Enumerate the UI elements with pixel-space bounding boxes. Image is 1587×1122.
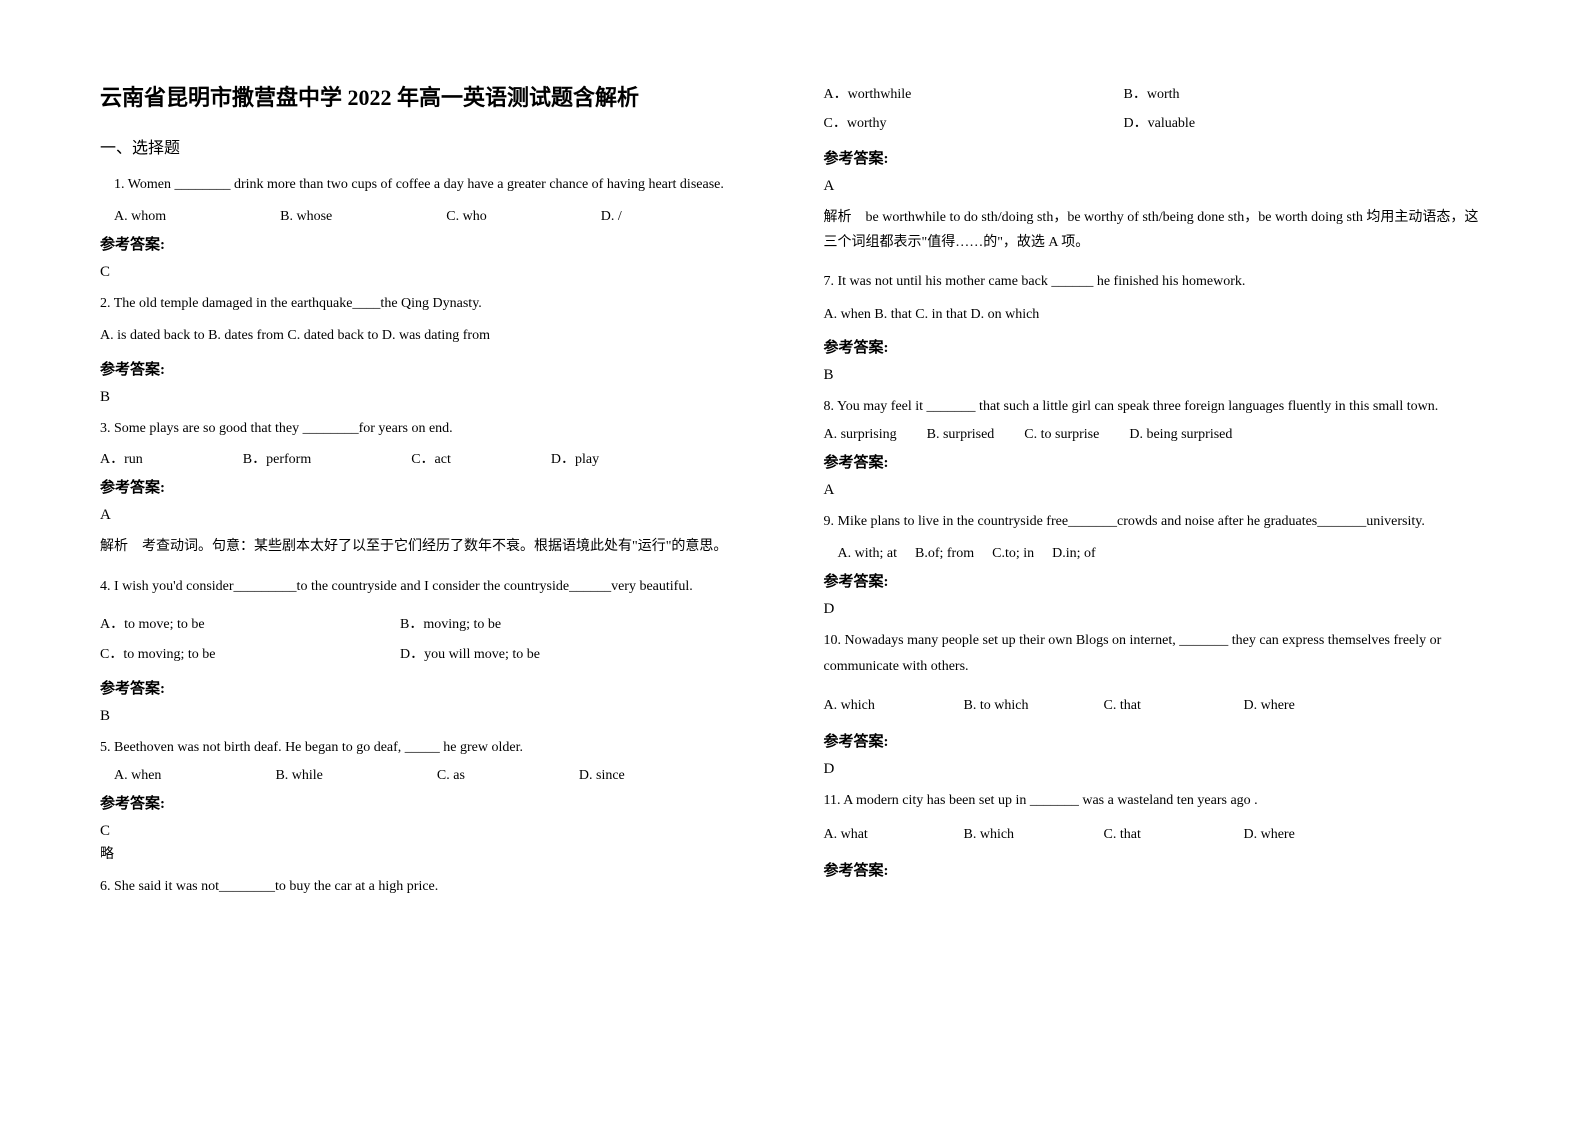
answer-label: 参考答案: bbox=[824, 859, 1488, 880]
q3-opt-a: A．run bbox=[100, 448, 143, 468]
q6-opt-b: B．worth bbox=[1124, 80, 1424, 109]
q2-options: A. is dated back to B. dates from C. dat… bbox=[100, 323, 764, 350]
q11-options: A. what B. which C. that D. where bbox=[824, 820, 1488, 851]
answer-label: 参考答案: bbox=[824, 451, 1488, 472]
q6-answer: A bbox=[824, 178, 1488, 195]
q1-opt-a: A. whom bbox=[100, 209, 166, 225]
q8-opt-c: C. to surprise bbox=[1024, 427, 1099, 443]
q8-opt-a: A. surprising bbox=[824, 427, 897, 443]
q4-opt-d: D．you will move; to be bbox=[400, 640, 700, 669]
q6-opt-c: C．worthy bbox=[824, 109, 1124, 138]
q9-opt-d: D.in; of bbox=[1052, 546, 1096, 562]
q2-answer: B bbox=[100, 389, 764, 406]
q8-opt-d: D. being surprised bbox=[1129, 427, 1232, 443]
q8-opt-b: B. surprised bbox=[927, 427, 995, 443]
section-heading: 一、选择题 bbox=[100, 134, 764, 158]
q4-options: A．to move; to be B．moving; to be C．to mo… bbox=[100, 610, 764, 669]
q6-explain: 解析 be worthwhile to do sth/doing sth，be … bbox=[824, 205, 1488, 255]
q10-answer: D bbox=[824, 761, 1488, 778]
q3-explain: 解析 考查动词。句意：某些剧本太好了以至于它们经历了数年不衰。根据语境此处有"运… bbox=[100, 534, 764, 559]
q3-opt-c: C．act bbox=[411, 448, 451, 468]
q9-text: 9. Mike plans to live in the countryside… bbox=[824, 509, 1488, 536]
q4-opt-a: A．to move; to be bbox=[100, 610, 400, 639]
q5-answer: C bbox=[100, 823, 764, 840]
q6-options: A．worthwhile B．worth C．worthy D．valuable bbox=[824, 80, 1488, 139]
q8-options: A. surprising B. surprised C. to surpris… bbox=[824, 427, 1488, 443]
q4-text: 4. I wish you'd consider_________to the … bbox=[100, 574, 764, 601]
q10-opt-b: B. to which bbox=[964, 691, 1104, 722]
q3-options: A．run B．perform C．act D．play bbox=[100, 448, 764, 468]
q6-opt-a: A．worthwhile bbox=[824, 80, 1124, 109]
q4-opt-c: C．to moving; to be bbox=[100, 640, 400, 669]
q9-options: A. with; at B.of; from C.to; in D.in; of bbox=[838, 546, 1488, 562]
q8-text: 8. You may feel it _______ that such a l… bbox=[824, 394, 1488, 421]
answer-label: 参考答案: bbox=[100, 677, 764, 698]
q4-answer: B bbox=[100, 708, 764, 725]
answer-label: 参考答案: bbox=[100, 476, 764, 497]
q9-opt-c: C.to; in bbox=[992, 546, 1034, 562]
q11-text: 11. A modern city has been set up in ___… bbox=[824, 788, 1488, 815]
q7-answer: B bbox=[824, 367, 1488, 384]
q7-options: A. when B. that C. in that D. on which bbox=[824, 302, 1488, 329]
q1-options: A. whom B. whose C. who D. / bbox=[100, 209, 764, 225]
q1-opt-b: B. whose bbox=[266, 209, 332, 225]
q7-text: 7. It was not until his mother came back… bbox=[824, 269, 1488, 296]
answer-label: 参考答案: bbox=[100, 233, 764, 254]
q8-answer: A bbox=[824, 482, 1488, 499]
q5-opt-d: D. since bbox=[565, 768, 625, 784]
q10-text: 10. Nowadays many people set up their ow… bbox=[824, 628, 1488, 681]
answer-label: 参考答案: bbox=[100, 792, 764, 813]
q3-opt-b: B．perform bbox=[243, 448, 311, 468]
q3-text: 3. Some plays are so good that they ____… bbox=[100, 416, 764, 443]
q6-text: 6. She said it was not________to buy the… bbox=[100, 874, 764, 901]
q2-text: 2. The old temple damaged in the earthqu… bbox=[100, 291, 764, 318]
q1-opt-d: D. / bbox=[587, 209, 622, 225]
q11-opt-a: A. what bbox=[824, 820, 964, 851]
q3-opt-d: D．play bbox=[551, 448, 599, 468]
q4-opt-b: B．moving; to be bbox=[400, 610, 700, 639]
q5-opt-b: B. while bbox=[261, 768, 322, 784]
q10-opt-a: A. which bbox=[824, 691, 964, 722]
q5-opt-a: A. when bbox=[100, 768, 161, 784]
q5-text: 5. Beethoven was not birth deaf. He bega… bbox=[100, 735, 764, 762]
q10-options: A. which B. to which C. that D. where bbox=[824, 691, 1488, 722]
q1-answer: C bbox=[100, 264, 764, 281]
q9-answer: D bbox=[824, 601, 1488, 618]
q10-opt-c: C. that bbox=[1104, 691, 1244, 722]
answer-label: 参考答案: bbox=[100, 358, 764, 379]
q5-options: A. when B. while C. as D. since bbox=[100, 768, 764, 784]
answer-label: 参考答案: bbox=[824, 570, 1488, 591]
q11-opt-b: B. which bbox=[964, 820, 1104, 851]
q9-opt-b: B.of; from bbox=[915, 546, 974, 562]
q5-note: 略 bbox=[100, 842, 764, 869]
q1-text: 1. Women ________ drink more than two cu… bbox=[100, 172, 764, 199]
q9-opt-a: A. with; at bbox=[838, 546, 898, 562]
page-title: 云南省昆明市撒营盘中学 2022 年高一英语测试题含解析 bbox=[100, 80, 764, 112]
q3-answer: A bbox=[100, 507, 764, 524]
q10-opt-d: D. where bbox=[1244, 691, 1384, 722]
answer-label: 参考答案: bbox=[824, 730, 1488, 751]
q11-opt-d: D. where bbox=[1244, 820, 1384, 851]
q1-opt-c: C. who bbox=[432, 209, 486, 225]
answer-label: 参考答案: bbox=[824, 147, 1488, 168]
q5-opt-c: C. as bbox=[423, 768, 465, 784]
q11-opt-c: C. that bbox=[1104, 820, 1244, 851]
q6-opt-d: D．valuable bbox=[1124, 109, 1424, 138]
answer-label: 参考答案: bbox=[824, 336, 1488, 357]
